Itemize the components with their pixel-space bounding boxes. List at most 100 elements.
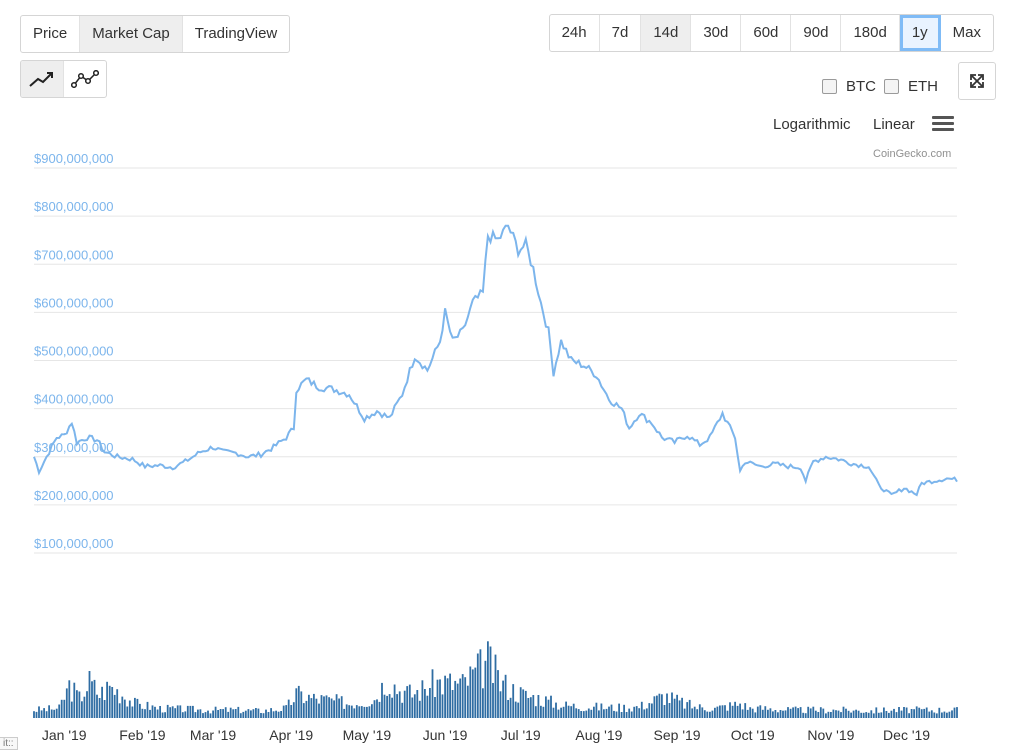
x-tick-label: Feb '19 <box>119 727 165 743</box>
volume-bar <box>645 708 648 718</box>
volume-bar <box>207 710 209 718</box>
volume-bar <box>918 707 921 718</box>
volume-bar <box>893 708 895 718</box>
volume-bar <box>721 705 724 718</box>
tab-price[interactable]: Price <box>21 16 81 52</box>
volume-bar <box>383 694 386 718</box>
volume-bar <box>784 710 787 718</box>
volume-bar <box>174 708 177 718</box>
scale-linear[interactable]: Linear <box>873 116 915 133</box>
volume-bar <box>532 695 535 718</box>
scale-logarithmic[interactable]: Logarithmic <box>773 116 851 133</box>
range-60d[interactable]: 60d <box>741 15 792 51</box>
volume-bar <box>302 703 305 718</box>
volume-bar <box>219 709 222 718</box>
fullscreen-button[interactable] <box>958 62 996 100</box>
volume-bar <box>575 708 578 718</box>
line-points-chart-button[interactable] <box>64 61 106 97</box>
range-180d[interactable]: 180d <box>841 15 900 51</box>
volume-bar <box>587 708 590 718</box>
volume-bar <box>260 713 262 718</box>
volume-bar <box>381 682 383 718</box>
volume-bar <box>688 699 691 718</box>
volume-bar <box>872 713 875 718</box>
volume-bar <box>96 694 98 718</box>
volume-bar <box>623 704 625 718</box>
volume-bar <box>192 705 194 718</box>
volume-bar <box>870 710 873 718</box>
range-7d[interactable]: 7d <box>600 15 642 51</box>
volume-bar <box>396 694 398 718</box>
volume-bar <box>709 711 711 718</box>
volume-bar <box>600 703 603 718</box>
volume-bar <box>103 700 106 718</box>
volume-bar <box>58 704 61 718</box>
volume-bar <box>865 712 868 718</box>
volume-bar <box>706 711 709 718</box>
volume-bar <box>736 705 739 718</box>
x-tick-label: Oct '19 <box>731 727 775 743</box>
volume-bar <box>441 694 444 718</box>
volume-bar <box>946 712 948 718</box>
volume-bar <box>673 698 676 718</box>
btc-checkbox[interactable] <box>822 79 837 94</box>
volume-bar <box>169 707 172 718</box>
range-24h[interactable]: 24h <box>550 15 600 51</box>
volume-bar <box>769 708 772 718</box>
volume-bar <box>424 689 426 718</box>
volume-bar <box>920 709 923 718</box>
range-90d[interactable]: 90d <box>791 15 842 51</box>
range-14d[interactable]: 14d <box>641 15 692 51</box>
range-1y[interactable]: 1y <box>899 15 941 51</box>
line-chart-button[interactable] <box>21 61 64 97</box>
volume-bar <box>461 674 464 718</box>
volume-bar <box>242 711 245 718</box>
volume-bar <box>759 705 762 718</box>
volume-bar <box>751 708 754 718</box>
volume-bar <box>63 699 66 718</box>
tab-market-cap[interactable]: Market Cap <box>80 16 183 52</box>
volume-bar <box>398 691 401 718</box>
volume-bar <box>179 705 182 718</box>
volume-bar <box>388 694 391 718</box>
volume-bar <box>101 686 103 718</box>
volume-bar <box>345 704 348 718</box>
volume-bar <box>98 698 101 718</box>
hamburger-menu-icon[interactable] <box>932 116 954 132</box>
volume-bar <box>181 712 184 718</box>
volume-bar <box>807 706 810 718</box>
volume-bar <box>209 713 212 718</box>
volume-bar <box>159 706 161 718</box>
volume-bar <box>545 696 547 718</box>
volume-bar <box>638 708 641 718</box>
volume-bar <box>255 708 257 718</box>
volume-bar <box>123 699 126 718</box>
volume-bar <box>78 691 81 718</box>
compare-eth[interactable]: ETH <box>884 78 938 95</box>
volume-bar <box>373 700 376 718</box>
volume-bar <box>161 712 164 718</box>
eth-checkbox[interactable] <box>884 79 899 94</box>
volume-bar <box>371 704 373 718</box>
volume-bar <box>305 700 308 718</box>
volume-bar <box>540 705 542 718</box>
volume-bar <box>537 695 540 718</box>
volume-bar <box>686 702 689 718</box>
range-max[interactable]: Max <box>952 24 981 41</box>
tab-tradingview[interactable]: TradingView <box>194 25 278 42</box>
volume-bar <box>464 677 467 718</box>
volume-bar <box>499 691 502 718</box>
volume-bar <box>840 712 842 718</box>
volume-bar <box>141 708 144 718</box>
volume-bar <box>567 705 570 718</box>
range-30d[interactable]: 30d <box>691 15 742 51</box>
volume-bar <box>754 712 757 718</box>
volume-bar <box>802 712 805 718</box>
volume-bar <box>86 691 88 718</box>
volume-bar <box>151 705 154 718</box>
compare-btc[interactable]: BTC <box>822 78 876 95</box>
volume-bar <box>171 706 174 718</box>
volume-bar <box>875 707 878 718</box>
volume-bar <box>862 712 865 718</box>
volume-bar <box>625 712 628 718</box>
